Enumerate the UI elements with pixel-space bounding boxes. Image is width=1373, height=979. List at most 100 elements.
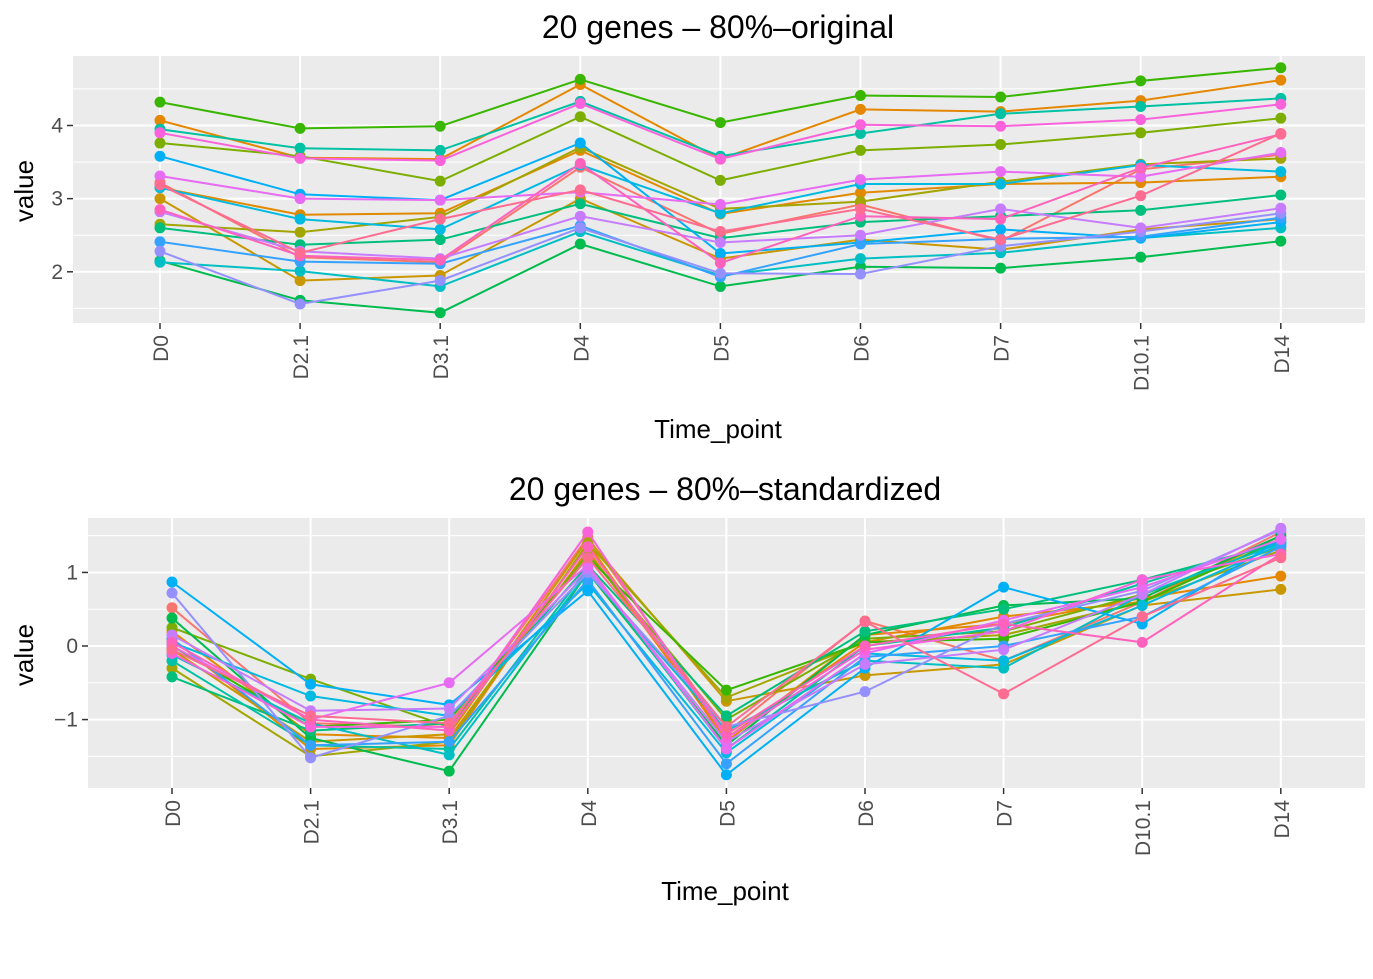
- data-point: [434, 234, 446, 246]
- data-point: [1135, 171, 1147, 183]
- series-gene20: [154, 128, 1287, 259]
- data-point: [574, 111, 586, 123]
- data-point: [1135, 190, 1147, 202]
- panel-standardized-ylabel: value: [9, 624, 39, 686]
- data-point: [859, 686, 871, 698]
- data-point: [294, 265, 306, 277]
- data-point: [166, 602, 178, 614]
- data-point: [1135, 100, 1147, 112]
- data-point: [434, 307, 446, 319]
- data-point: [995, 91, 1007, 103]
- x-tick-label: D5: [710, 335, 733, 362]
- data-point: [714, 117, 726, 129]
- data-point: [166, 576, 178, 588]
- data-point: [714, 267, 726, 279]
- data-point: [294, 275, 306, 287]
- data-point: [1275, 552, 1287, 564]
- data-point: [720, 684, 732, 696]
- data-point: [855, 174, 866, 186]
- data-point: [995, 166, 1007, 178]
- data-point: [166, 644, 178, 656]
- series-gene20: [166, 552, 1287, 733]
- data-point: [305, 710, 317, 722]
- data-point: [1135, 127, 1147, 139]
- data-point: [1135, 222, 1147, 234]
- x-tick-label: D2.1: [301, 800, 324, 844]
- x-tick-label: D3.1: [430, 335, 453, 379]
- data-point: [154, 96, 166, 108]
- data-point: [998, 655, 1010, 667]
- data-point: [294, 226, 306, 238]
- data-point: [855, 128, 866, 140]
- data-point: [154, 127, 166, 139]
- data-point: [434, 194, 446, 206]
- data-point: [995, 120, 1007, 132]
- y-tick-label: −1: [54, 709, 78, 732]
- data-point: [998, 618, 1010, 630]
- x-tick-label: D4: [570, 335, 593, 362]
- data-point: [582, 552, 594, 564]
- data-point: [855, 187, 866, 199]
- data-point: [443, 703, 455, 715]
- data-point: [574, 137, 586, 149]
- panel-original-title: 20 genes – 80%–original: [542, 9, 894, 45]
- data-point: [294, 213, 306, 225]
- data-point: [720, 721, 732, 733]
- data-point: [1135, 204, 1147, 216]
- data-point: [1275, 128, 1287, 140]
- data-point: [294, 142, 306, 154]
- x-tick-label: D7: [994, 800, 1017, 827]
- x-tick-label: D0: [150, 335, 173, 362]
- data-point: [443, 765, 455, 777]
- data-point: [995, 108, 1007, 120]
- data-point: [154, 245, 166, 257]
- data-point: [859, 616, 871, 628]
- data-point: [154, 193, 166, 205]
- y-tick-label: 0: [66, 635, 78, 658]
- data-point: [166, 612, 178, 624]
- data-point: [305, 678, 317, 690]
- data-point: [574, 238, 586, 250]
- x-tick-label: D0: [162, 800, 185, 827]
- data-point: [855, 268, 866, 280]
- data-point: [995, 223, 1007, 235]
- data-point: [998, 603, 1010, 615]
- data-point: [434, 155, 446, 167]
- series-gene19: [166, 541, 1287, 740]
- data-point: [714, 257, 726, 269]
- data-point: [1275, 189, 1287, 201]
- data-point: [434, 144, 446, 156]
- data-point: [1275, 522, 1287, 534]
- panel-original-ylabel: value: [9, 160, 39, 222]
- data-point: [1136, 611, 1148, 623]
- data-point: [714, 207, 726, 219]
- data-point: [1275, 235, 1287, 247]
- y-tick-label: 2: [51, 261, 63, 284]
- panel-standardized-xlabel: Time_point: [661, 876, 789, 906]
- data-point: [166, 671, 178, 683]
- data-point: [995, 178, 1007, 190]
- data-point: [154, 236, 166, 248]
- data-point: [574, 98, 586, 110]
- panel-standardized-title: 20 genes – 80%–standardized: [509, 471, 941, 507]
- data-point: [714, 153, 726, 165]
- data-point: [434, 120, 446, 132]
- data-point: [720, 758, 732, 770]
- data-point: [859, 625, 871, 637]
- data-point: [574, 73, 586, 85]
- data-point: [582, 526, 594, 538]
- data-point: [574, 198, 586, 210]
- data-point: [1275, 112, 1287, 124]
- data-point: [720, 710, 732, 722]
- data-point: [1275, 202, 1287, 214]
- data-point: [443, 677, 455, 689]
- data-point: [434, 275, 446, 287]
- data-point: [434, 175, 446, 187]
- data-point: [582, 585, 594, 597]
- data-point: [714, 237, 726, 249]
- data-point: [1275, 570, 1287, 582]
- data-point: [154, 114, 166, 126]
- data-point: [574, 222, 586, 234]
- data-point: [714, 226, 726, 238]
